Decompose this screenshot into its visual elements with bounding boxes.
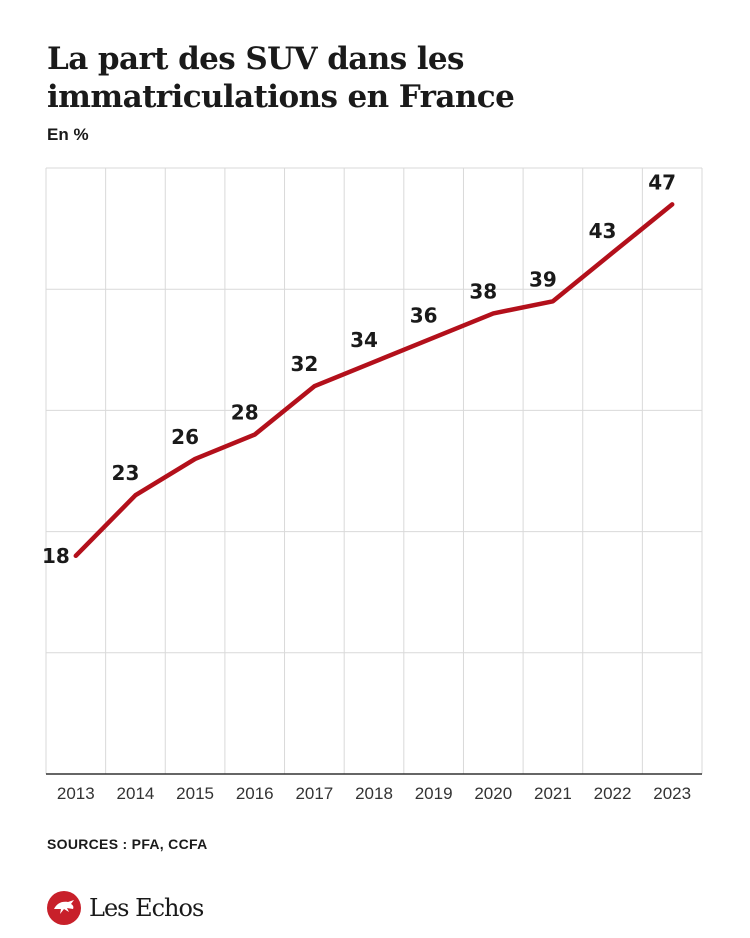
x-tick-label: 2020 [474,784,512,803]
les-echos-logo-icon [47,891,81,925]
data-label: 32 [290,352,318,376]
data-label: 39 [529,267,557,291]
x-tick-label: 2021 [534,784,572,803]
data-label: 34 [350,328,378,352]
x-tick-label: 2022 [594,784,632,803]
chart-subtitle: En % [47,125,89,144]
brand-name: Les Echos [89,894,204,922]
x-tick-label: 2016 [236,784,274,803]
chart-series [73,202,675,559]
data-label: 26 [171,425,199,449]
data-label: 36 [410,304,438,328]
data-label: 43 [589,219,617,243]
x-tick-label: 2014 [117,784,155,803]
brand[interactable]: Les Echos [47,888,204,928]
data-label: 28 [231,401,259,425]
chart-x-ticks: 2013 2014 2015 2016 2017 2018 2019 2020 2021 2022… [57,784,691,803]
chart-data-labels: 18 23 26 28 32 34 36 38 39 43 47 [42,170,676,567]
data-label: 38 [469,279,497,303]
x-tick-label: 2018 [355,784,393,803]
x-tick-label: 2023 [653,784,691,803]
series-line [73,202,675,559]
data-label: 18 [42,544,70,568]
x-tick-label: 2013 [57,784,95,803]
data-label: 47 [648,170,676,194]
x-tick-label: 2019 [415,784,453,803]
x-tick-label: 2017 [295,784,333,803]
x-tick-label: 2015 [176,784,214,803]
chart-grid [45,167,703,775]
data-label: 23 [112,461,140,485]
chart-source: SOURCES : PFA, CCFA [47,836,208,852]
chart-title: La part des SUV dans les immatriculation… [47,41,515,115]
